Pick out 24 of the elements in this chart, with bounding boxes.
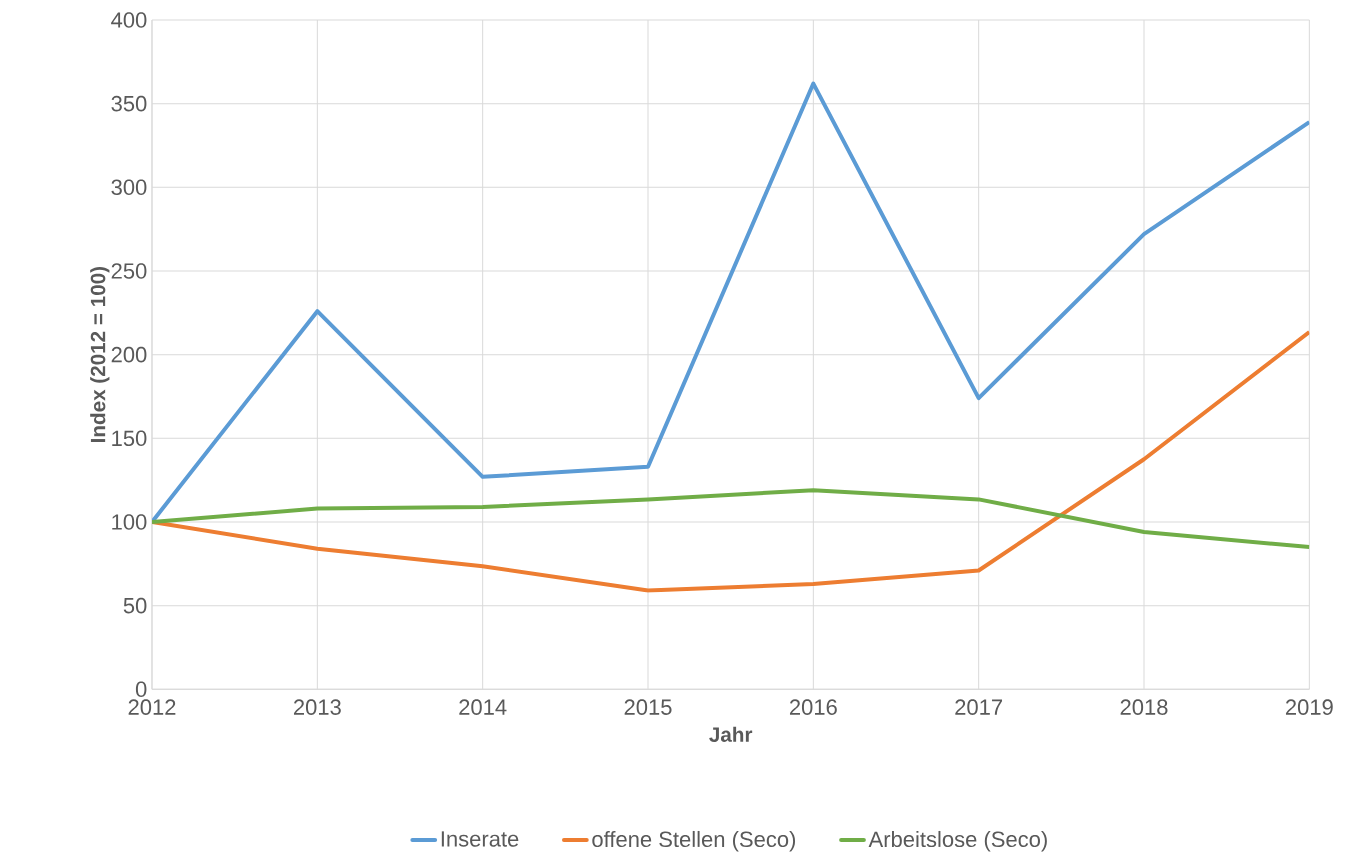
y-tick-label: 200 bbox=[111, 346, 147, 363]
x-tick-label: 2015 bbox=[624, 699, 672, 715]
line-series bbox=[152, 488, 1310, 550]
y-tick-label: 250 bbox=[111, 263, 147, 279]
x-tick-label: 2014 bbox=[459, 699, 507, 715]
x-tick-label: 2013 bbox=[293, 699, 341, 715]
x-tick-label: 2018 bbox=[1120, 699, 1168, 715]
y-tick-label: 50 bbox=[123, 597, 147, 614]
x-tick-label: 2019 bbox=[1285, 699, 1333, 715]
y-axis-title: Index (2012 = 100) bbox=[90, 266, 110, 443]
legend-label: Inserate bbox=[441, 831, 519, 847]
line-series bbox=[152, 330, 1310, 593]
y-tick-label: 300 bbox=[111, 179, 147, 196]
x-tick-label: 2012 bbox=[128, 699, 176, 715]
legend-label: offene Stellen (Seco) bbox=[592, 830, 796, 852]
y-tick-label: 400 bbox=[111, 12, 147, 28]
y-tick-label: 150 bbox=[112, 430, 147, 447]
y-tick-label: 0 bbox=[135, 681, 147, 698]
y-tick-label: 350 bbox=[111, 95, 147, 112]
legend-label: Arbeitslose (Seco) bbox=[868, 830, 1047, 852]
y-tick-label: 100 bbox=[112, 514, 147, 530]
x-tick-label: 2016 bbox=[789, 699, 837, 715]
x-axis-title: Jahr bbox=[709, 726, 753, 742]
x-tick-label: 2017 bbox=[955, 699, 1003, 715]
